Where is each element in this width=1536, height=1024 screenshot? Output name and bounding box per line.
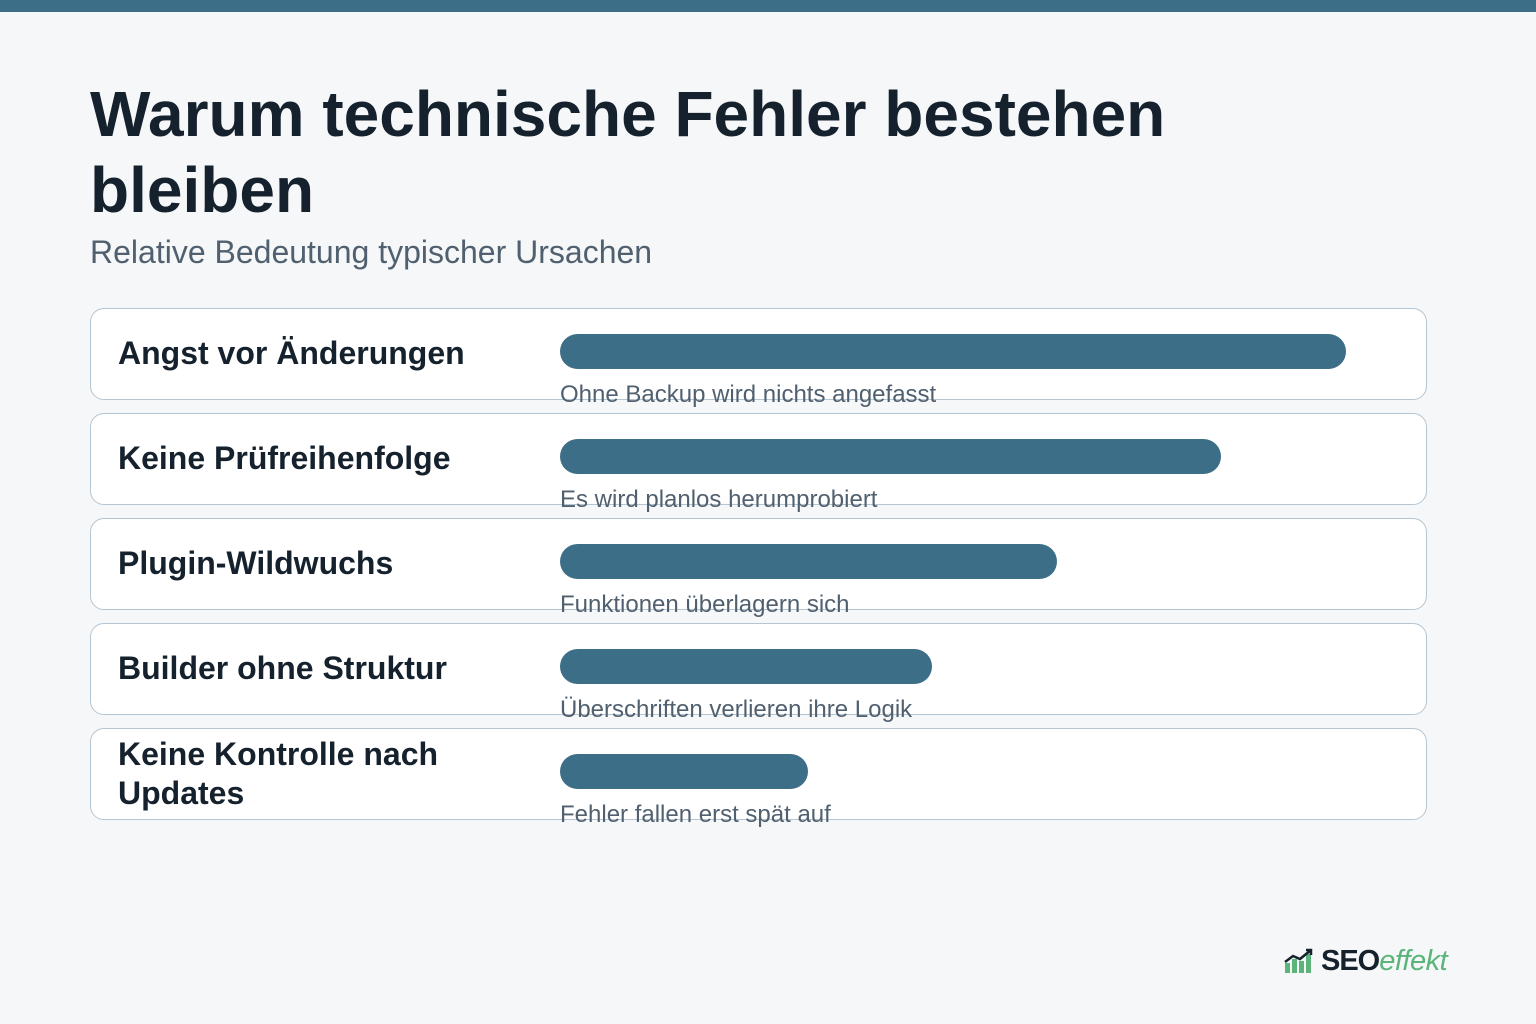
chart-subtitle: Relative Bedeutung typischer Ursachen [90, 234, 653, 270]
bar [560, 334, 1347, 369]
logo-text-effekt: effekt [1379, 944, 1448, 977]
chart-row: Keine Prüfreihenfolge Es wird planlos he… [90, 413, 1427, 513]
bar [560, 649, 932, 684]
bar-track [560, 649, 1424, 684]
brand-logo: SEO effekt [1284, 944, 1448, 978]
bar-annotation: Überschriften verlieren ihre Logik [560, 696, 913, 723]
category-label: Plugin-Wildwuchs [118, 545, 394, 581]
bar [560, 754, 808, 789]
bar-track [560, 439, 1424, 474]
chart-bars-icon [1284, 948, 1313, 973]
chart-row: Keine Kontrolle nach Updates Fehler fall… [90, 728, 1427, 828]
category-label: Angst vor Änderungen [118, 335, 465, 371]
chart-title: Warum technische Fehler bestehen bleiben [90, 78, 1166, 226]
bar-track [560, 544, 1424, 579]
top-accent-bar [0, 0, 1536, 12]
bar-annotation: Funktionen überlagern sich [560, 591, 850, 618]
bar [560, 544, 1057, 579]
category-label: Keine Kontrolle nach Updates [118, 735, 439, 811]
bar-annotation: Es wird planlos herumprobiert [560, 486, 878, 513]
bar [560, 439, 1221, 474]
chart-row: Plugin-Wildwuchs Funktionen überlagern s… [90, 518, 1427, 618]
category-label: Keine Prüfreihenfolge [118, 440, 451, 476]
bar-annotation: Ohne Backup wird nichts angefasst [560, 381, 937, 408]
bar-track [560, 754, 1424, 789]
category-label: Builder ohne Struktur [118, 650, 447, 686]
chart-row: Builder ohne Struktur Überschriften verl… [90, 623, 1427, 723]
logo-text-seo: SEO [1321, 944, 1380, 977]
bar-track [560, 334, 1424, 369]
bar-chart: Angst vor Änderungen Ohne Backup wird ni… [90, 308, 1427, 833]
bar-annotation: Fehler fallen erst spät auf [560, 801, 831, 828]
chart-row: Angst vor Änderungen Ohne Backup wird ni… [90, 308, 1427, 408]
